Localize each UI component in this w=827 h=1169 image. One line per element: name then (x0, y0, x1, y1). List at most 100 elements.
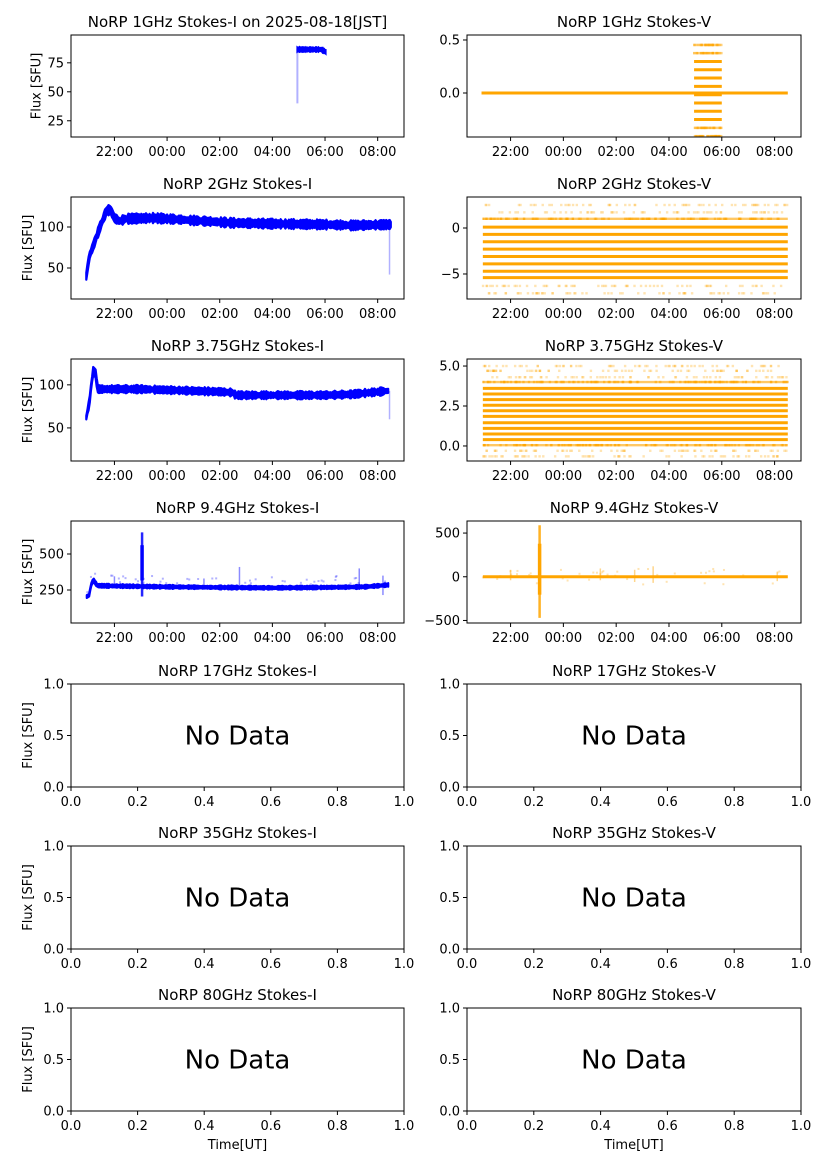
data-point (702, 51, 705, 55)
data-point (719, 134, 722, 137)
data-point (776, 455, 779, 458)
data-point (720, 134, 723, 137)
data-point (648, 284, 652, 288)
data-point (706, 134, 709, 137)
data-point (769, 449, 772, 452)
x-tick-label: 22:00 (492, 469, 529, 484)
data-point (696, 51, 699, 55)
data-point (642, 583, 645, 586)
data-point (708, 126, 712, 130)
data-point (634, 203, 637, 207)
data-point (531, 292, 535, 295)
data-point (561, 364, 565, 368)
data-point (715, 51, 718, 55)
data-point (693, 126, 697, 130)
data-point (662, 292, 665, 295)
y-tick-label: −5 (441, 267, 460, 282)
data-point (697, 126, 701, 130)
data-point (620, 449, 623, 452)
subplot-title: NoRP 3.75GHz Stokes-I (151, 337, 324, 355)
data-point (705, 43, 708, 47)
data-point (715, 43, 718, 47)
data-point (714, 43, 718, 47)
data-point (700, 571, 703, 574)
data-point (707, 43, 710, 47)
x-tick-label: 08:00 (359, 307, 396, 322)
data-point (622, 449, 625, 452)
data-point (702, 376, 706, 379)
data-point (715, 369, 719, 373)
data-point (717, 292, 720, 295)
data-point (624, 203, 627, 207)
x-tick-label: 1.0 (394, 1119, 415, 1134)
data-point (526, 369, 529, 373)
data-point (715, 211, 718, 214)
data-point (701, 126, 704, 130)
subplot-title: NoRP 17GHz Stokes-V (552, 662, 717, 680)
data-point (587, 455, 591, 458)
data-point (538, 455, 541, 458)
data-point (633, 364, 637, 368)
data-point (595, 571, 598, 574)
data-point (687, 203, 691, 207)
data-point (755, 284, 758, 288)
data-point (711, 455, 714, 458)
data-point (709, 376, 712, 379)
data-point (673, 572, 676, 575)
data-point (713, 126, 716, 130)
x-tick-label: 02:00 (597, 145, 634, 160)
data-point (705, 376, 709, 379)
subplot-title: NoRP 2GHz Stokes-I (163, 175, 312, 193)
y-tick-label: 0.5 (43, 891, 64, 906)
subplot-35ghz-i: No Data 0.0 0.2 0.4 0.6 0.8 1.0 0.0 0.5 1.0 NoRP 3… (21, 824, 414, 972)
data-point (717, 126, 720, 130)
y-tick-label: 1.0 (43, 678, 64, 693)
data-point (701, 51, 705, 55)
data-point (715, 134, 718, 137)
data-point (519, 292, 522, 295)
data-point (530, 376, 534, 379)
data-point (485, 284, 488, 288)
subplot-35ghz-v: No Data 0.0 0.2 0.4 0.6 0.8 1.0 0.0 0.5 1.0 NoRP 3… (439, 824, 811, 972)
data-point (709, 43, 713, 47)
x-tick-label: 0.8 (724, 957, 745, 972)
data-point (767, 211, 770, 214)
data-point (648, 369, 651, 373)
data-point (715, 364, 719, 368)
data-point (714, 134, 717, 137)
data-point (570, 449, 574, 452)
data-point (665, 580, 668, 583)
data-point (717, 134, 721, 137)
data-point (696, 134, 699, 137)
data-point (716, 43, 719, 47)
data-point (501, 284, 504, 288)
data-point (614, 574, 617, 577)
data-point (547, 369, 550, 373)
data-point (678, 292, 681, 295)
data-point (712, 51, 715, 55)
x-tick-label: 22:00 (492, 631, 529, 646)
data-point (632, 211, 636, 214)
y-tick-label: 0.0 (439, 439, 460, 454)
data-point (658, 211, 662, 214)
data-point (681, 449, 684, 452)
data-point (711, 134, 714, 137)
data-point (518, 364, 521, 368)
data-point (699, 51, 703, 55)
data-point (702, 203, 705, 207)
data-point (313, 580, 316, 583)
data-point (523, 211, 526, 214)
data-point (703, 43, 707, 47)
x-tick-label: 0.6 (657, 957, 678, 972)
data-point (569, 449, 572, 452)
data-point (761, 211, 764, 214)
x-axis-label: Time[UT] (603, 1138, 663, 1153)
data-point (694, 134, 698, 137)
data-point (712, 51, 715, 55)
data-point (600, 211, 603, 214)
data-point (704, 43, 707, 47)
data-point (685, 203, 688, 207)
data-point (764, 292, 768, 295)
data-point (695, 134, 698, 137)
data-point (769, 369, 773, 373)
